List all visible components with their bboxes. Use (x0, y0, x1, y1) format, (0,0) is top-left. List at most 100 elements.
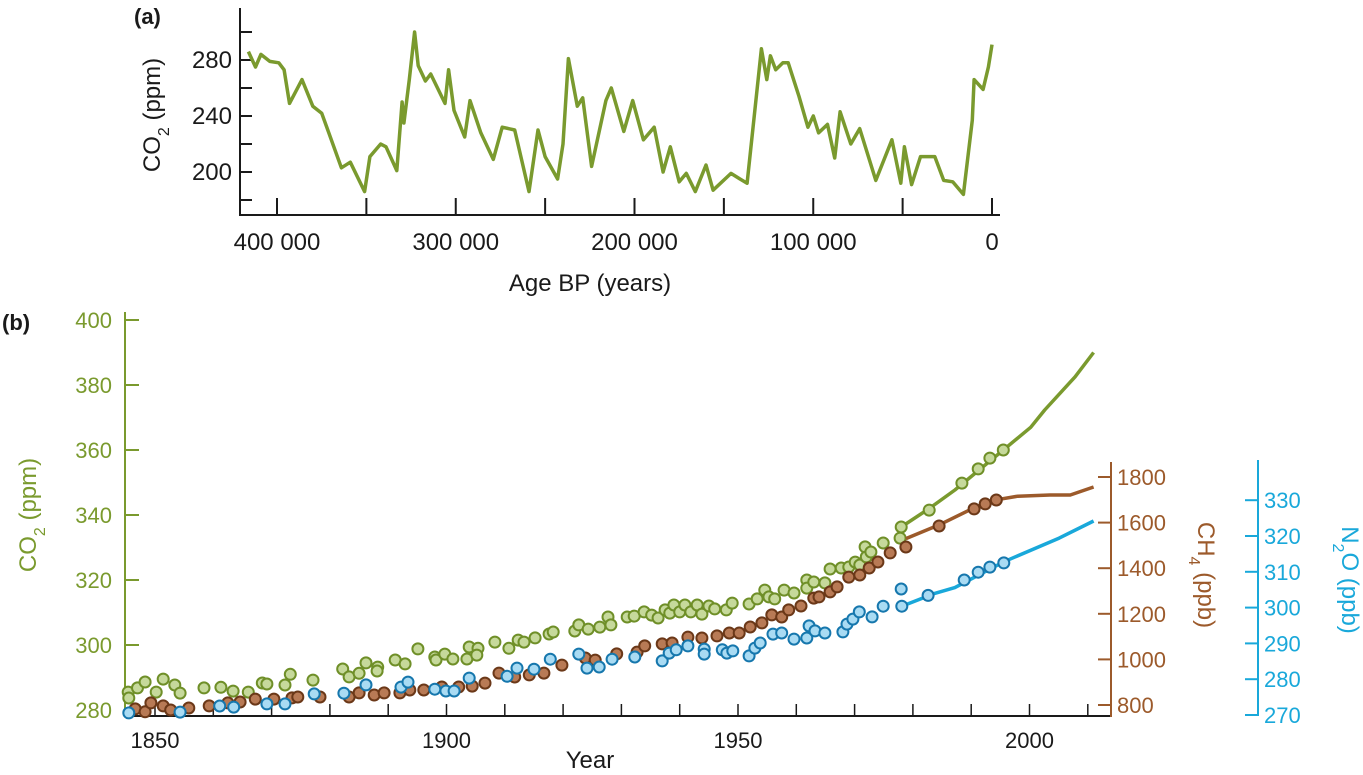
co2-data-point (695, 607, 709, 621)
ch4-data-point (899, 540, 913, 554)
n2o-data-point (957, 573, 971, 587)
co2-data-point (651, 611, 665, 625)
ch4-data-point (967, 502, 981, 516)
ch4-data-point (932, 519, 946, 533)
n2o-data-point (655, 654, 669, 668)
ch4-data-point (202, 699, 216, 713)
n2o-data-point (122, 706, 136, 720)
n2o-data-point (669, 643, 683, 657)
n2o-data-point (997, 556, 1011, 570)
co2-data-point (260, 677, 274, 691)
co2-data-point (352, 666, 366, 680)
ch4-series (128, 485, 1095, 719)
co2-data-point (502, 641, 516, 655)
ch4-data-point (743, 620, 757, 634)
ch4-data-point (794, 599, 808, 613)
ch4-title-sub: 4 (1186, 557, 1203, 566)
n2o-tick-label: 280 (1264, 667, 1301, 692)
panel-b-x-tick-label: 1950 (714, 728, 763, 753)
ch4-data-point (638, 639, 652, 653)
panel-a-x-axis-title: Age BP (years) (509, 270, 671, 297)
y-title-sub: 2 (156, 127, 173, 136)
n2o-axis-title: N2O (ppb) (1330, 526, 1363, 634)
co2-title-sub: 2 (32, 527, 49, 536)
ch4-data-point (755, 616, 769, 630)
co2-data-point (226, 684, 240, 698)
co2-data-point (528, 631, 542, 645)
n2o-title-sub: 2 (1330, 544, 1347, 553)
co2-title-rest: (ppm) (15, 458, 42, 527)
co2-tick-label: 360 (75, 438, 112, 463)
co2-data-point (517, 635, 531, 649)
n2o-data-point (337, 686, 351, 700)
co2-data-point (768, 592, 782, 606)
n2o-data-point (572, 647, 586, 661)
panel-a-y-tick-label: 240 (192, 103, 232, 130)
n2o-data-point (462, 671, 476, 685)
n2o-data-point (818, 626, 832, 640)
co2-data-point (996, 443, 1010, 457)
n2o-data-point (787, 632, 801, 646)
ch4-data-point (248, 692, 262, 706)
n2o-data-point (697, 647, 711, 661)
n2o-data-point (307, 687, 321, 701)
co2-data-point (446, 652, 460, 666)
co2-data-point (823, 562, 837, 576)
co2-data-point (894, 520, 908, 534)
co2-data-point (411, 642, 425, 656)
co2-data-point (983, 451, 997, 465)
ch4-title-rest: (ppb) (1192, 565, 1219, 628)
co2-data-point (306, 673, 320, 687)
ch4-axis-title: CH4 (ppb) (1186, 522, 1220, 628)
ch4-data-point (138, 705, 152, 719)
co2-data-point (283, 667, 297, 681)
ch4-data-point (377, 686, 391, 700)
ch4-data-point (782, 603, 796, 617)
n2o-data-point (894, 582, 908, 596)
co2-tick-label: 280 (75, 698, 112, 723)
panel-a-y-tick-label: 280 (192, 47, 232, 74)
co2-data-point (955, 476, 969, 490)
n2o-tick-label: 290 (1264, 631, 1301, 656)
ch4-data-point (862, 561, 876, 575)
ch4-data-point (695, 631, 709, 645)
co2-data-point (864, 545, 878, 559)
panel-a-y-axis-title: CO2 (ppm) (139, 58, 173, 172)
n2o-data-point (227, 700, 241, 714)
ch4-tick-label: 1000 (1117, 647, 1166, 672)
ch4-data-point (871, 555, 885, 569)
panel-b-x-tick-label: 2000 (1005, 728, 1054, 753)
n2o-data-point (359, 678, 373, 692)
co2-data-point (488, 635, 502, 649)
ch4-data-point (812, 590, 826, 604)
ch4-data-point (842, 570, 856, 584)
co2-tick-label: 320 (75, 568, 112, 593)
ch4-data-point (830, 580, 844, 594)
co2-data-point (429, 653, 443, 667)
co2-data-point (470, 648, 484, 662)
y-title-main: CO (139, 136, 166, 172)
panel-a-x-tick-label: 200 000 (591, 229, 678, 256)
panel-b-x-axis-title: Year (566, 747, 615, 774)
n2o-data-point (447, 684, 461, 698)
panel-a-axes (239, 8, 1000, 216)
co2-data-point (708, 602, 722, 616)
co2-data-point (138, 675, 152, 689)
n2o-data-point (876, 599, 890, 613)
n2o-data-point (921, 588, 935, 602)
n2o-data-point (865, 610, 879, 624)
n2o-data-point (983, 560, 997, 574)
ch4-data-point (555, 658, 569, 672)
co2-data-point (278, 678, 292, 692)
panel-b-x-tick-label: 1850 (131, 728, 180, 753)
co2-data-point (359, 656, 373, 670)
n2o-data-point (800, 631, 814, 645)
n2o-data-point (213, 699, 227, 713)
n2o-data-point (681, 639, 695, 653)
panel-a-tick-labels: 280 240 200 400 000 300 000 200 000 100 000 0 (192, 47, 999, 256)
ch4-data-point (478, 676, 492, 690)
ch4-data-point (978, 497, 992, 511)
ch4-tick-label: 1400 (1117, 556, 1166, 581)
ch4-data-point (291, 690, 305, 704)
